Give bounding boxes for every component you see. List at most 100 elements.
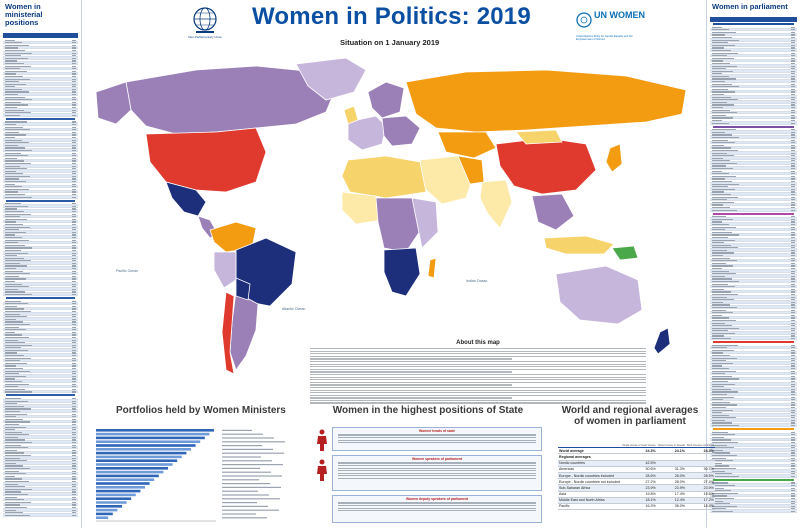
table-row (710, 68, 797, 71)
table-row (710, 231, 797, 234)
table-row (3, 185, 78, 189)
averages-cell: 23.9% (621, 484, 657, 492)
table-row (3, 326, 78, 329)
table-row (710, 80, 797, 84)
ministers-bar (96, 482, 150, 485)
ministers-bar-label (222, 517, 267, 519)
table-row (710, 344, 797, 347)
table-row (710, 354, 797, 358)
table-row (710, 106, 797, 109)
map-region-usa (145, 127, 267, 193)
averages-cell: 18.1% (621, 497, 657, 504)
table-row (710, 242, 797, 245)
table-row (3, 215, 78, 219)
right-column-rows (710, 23, 797, 513)
table-row (3, 462, 78, 465)
map-region-scandinavia (367, 81, 405, 119)
ministers-bar (96, 459, 178, 462)
region-separator (6, 117, 75, 120)
table-row (710, 278, 797, 281)
table-row (3, 101, 78, 104)
ocean-label-atlantic: Atlantic Ocean (282, 307, 305, 311)
map-region-iran (457, 155, 485, 185)
table-row (710, 469, 797, 473)
table-row (710, 47, 797, 50)
table-row (3, 423, 78, 426)
map-region-central-europe (381, 115, 421, 147)
ministers-bar-label (222, 471, 271, 473)
table-row (3, 229, 78, 232)
table-row (710, 494, 797, 498)
averages-header-cell (558, 443, 622, 449)
table-row (3, 470, 78, 473)
table-row: Sub-Saharan Africa 23.9% 23.9% 23.9% (558, 484, 715, 492)
table-row (710, 33, 797, 37)
table-row (710, 85, 797, 89)
table-row (710, 330, 797, 333)
table-row (710, 90, 797, 94)
table-row (710, 406, 797, 409)
table-row (3, 512, 78, 515)
table-row (710, 391, 797, 394)
ministers-bar (96, 501, 127, 504)
table-row (3, 205, 78, 208)
averages-cell: 28.5% (686, 472, 715, 480)
map-region-new-zealand (653, 327, 671, 355)
map-region-mongolia (515, 129, 563, 145)
map-region-peru (213, 251, 237, 289)
table-row (710, 38, 797, 42)
table-row (710, 93, 797, 97)
table-row (710, 388, 797, 391)
ministers-title: Portfolios held by Women Ministers (116, 405, 286, 416)
table-row (710, 370, 797, 373)
ministers-bar (96, 497, 132, 500)
table-row (710, 196, 797, 199)
ministers-bar-label (222, 494, 269, 496)
table-row (3, 446, 78, 450)
ministers-bar-label (222, 429, 252, 431)
ministers-bar (96, 474, 159, 478)
ministers-bar (96, 505, 122, 508)
table-row (3, 342, 78, 345)
table-row (3, 260, 78, 263)
table-row (710, 441, 797, 445)
ipu-logo-icon (193, 7, 217, 33)
table-row (3, 223, 78, 226)
table-row (710, 375, 797, 378)
table-row (3, 501, 78, 504)
table-row (710, 454, 797, 457)
table-row (3, 175, 78, 178)
table-row (3, 310, 78, 313)
table-row (3, 498, 78, 502)
table-row (3, 344, 78, 347)
table-row (3, 98, 78, 102)
ministers-bar-label (222, 456, 261, 458)
table-row (710, 64, 797, 68)
table-row (710, 144, 797, 147)
ministers-bar (96, 486, 145, 489)
table-row (3, 109, 78, 112)
table-row (3, 86, 78, 89)
table-row (710, 408, 797, 412)
heads-of-state-box: Women heads of state (332, 427, 542, 451)
map-region-argentina (229, 291, 259, 371)
averages-cell: 23.9% (656, 484, 686, 492)
woman-figure-icon (317, 429, 327, 451)
table-row (710, 157, 797, 160)
table-row (710, 216, 797, 219)
positions-title: Women in the highest positions of State (332, 405, 524, 416)
heads-of-state-heading: Women heads of state (419, 429, 455, 433)
table-row (710, 414, 797, 417)
table-row (3, 244, 78, 247)
table-row (710, 160, 797, 163)
map-region-southern-africa (383, 247, 421, 297)
table-row (3, 131, 78, 134)
table-row (3, 373, 78, 376)
map-region-papua (611, 245, 639, 261)
table-row (3, 449, 78, 452)
table-row (710, 447, 797, 450)
table-row (3, 482, 78, 486)
table-row (3, 123, 78, 126)
map-region-greenland (295, 57, 367, 101)
table-row (3, 81, 78, 84)
